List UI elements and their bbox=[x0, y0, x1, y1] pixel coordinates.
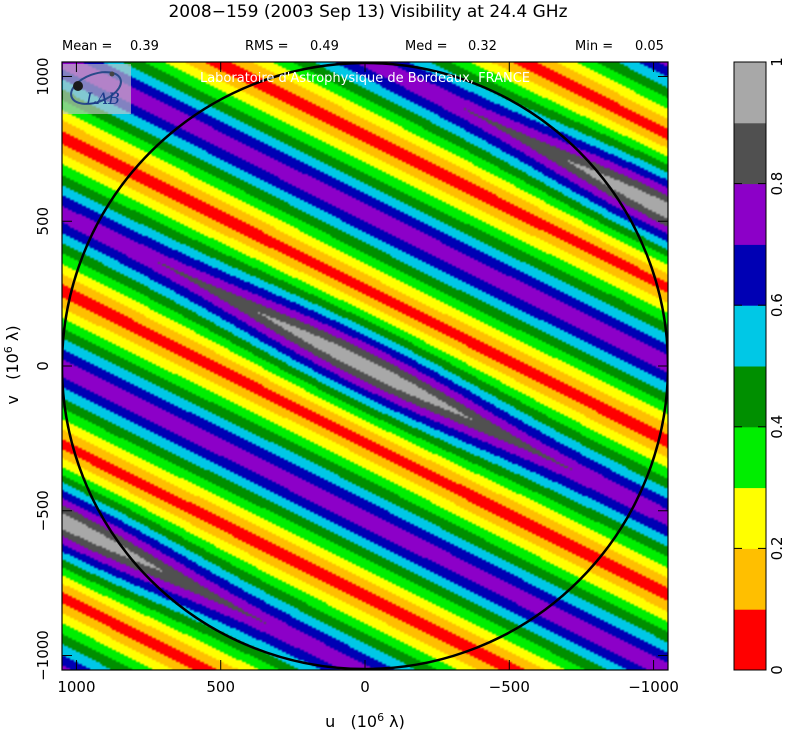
colorbar-tick-label: 1 bbox=[768, 57, 786, 67]
colorbar-segment bbox=[734, 183, 766, 245]
colorbar-tick-label: 0.2 bbox=[768, 536, 786, 560]
x-tick-label: 1000 bbox=[57, 678, 95, 696]
stat-rms-label: RMS = bbox=[245, 39, 289, 54]
colorbar-tick-label: 0.8 bbox=[768, 172, 786, 196]
y-axis-ticks: 1000 500 0 −500 −1000 bbox=[34, 57, 668, 681]
colorbar-ticks: 0 0.2 0.4 0.6 0.8 1 bbox=[734, 57, 786, 675]
colorbar-segment bbox=[734, 548, 766, 610]
x-tick-label: 500 bbox=[206, 678, 235, 696]
x-axis-ticks: 1000 500 0 −500 −1000 bbox=[57, 62, 679, 696]
stat-mean-value: 0.39 bbox=[130, 39, 159, 54]
institute-watermark: Laboratoire d'Astrophysique de Bordeaux,… bbox=[200, 71, 530, 86]
colorbar-segment bbox=[734, 305, 766, 367]
colorbar-segment bbox=[734, 244, 766, 306]
colorbar-segment bbox=[734, 609, 766, 671]
colorbar-frame bbox=[733, 61, 767, 671]
colorbar-segment bbox=[734, 487, 766, 549]
logo-text: LAB bbox=[85, 89, 120, 108]
visibility-heatmap bbox=[62, 62, 668, 670]
colorbar-segment bbox=[734, 366, 766, 428]
colorbar-tick-label: 0.6 bbox=[768, 293, 786, 317]
stat-med-value: 0.32 bbox=[468, 39, 497, 54]
stat-mean-label: Mean = bbox=[62, 39, 112, 54]
y-tick-label: 500 bbox=[34, 207, 52, 236]
y-tick-label: −500 bbox=[34, 490, 52, 531]
colorbar-tick-label: 0 bbox=[768, 665, 786, 675]
chart-title: 2008−159 (2003 Sep 13) Visibility at 24.… bbox=[168, 2, 567, 22]
lab-logo: LAB bbox=[63, 64, 131, 114]
svg-text:u (106 λ): u (106 λ) bbox=[325, 711, 405, 731]
x-tick-label: −1000 bbox=[628, 678, 679, 696]
x-axis-label: u (106 λ) bbox=[325, 711, 405, 731]
colorbar-segment bbox=[734, 62, 766, 124]
stat-min-label: Min = bbox=[575, 39, 613, 54]
y-tick-label: −1000 bbox=[34, 630, 52, 681]
x-tick-label: 0 bbox=[360, 678, 370, 696]
y-tick-label: 0 bbox=[34, 361, 52, 371]
stat-min-value: 0.05 bbox=[635, 39, 664, 54]
svg-text:v (106 λ): v (106 λ) bbox=[2, 325, 22, 404]
colorbar bbox=[734, 62, 766, 671]
colorbar-segment bbox=[734, 426, 766, 489]
x-tick-label: −500 bbox=[489, 678, 530, 696]
lab-logo-icon bbox=[70, 71, 122, 105]
stat-rms-value: 0.49 bbox=[310, 39, 339, 54]
stat-med-label: Med = bbox=[405, 39, 448, 54]
y-axis-label: v (106 λ) bbox=[2, 325, 22, 404]
y-tick-label: 1000 bbox=[34, 57, 52, 95]
colorbar-tick-label: 0.4 bbox=[768, 415, 786, 439]
colorbar-segment bbox=[734, 122, 766, 185]
stats-line: Mean = 0.39 RMS = 0.49 Med = 0.32 Min = … bbox=[62, 39, 664, 54]
